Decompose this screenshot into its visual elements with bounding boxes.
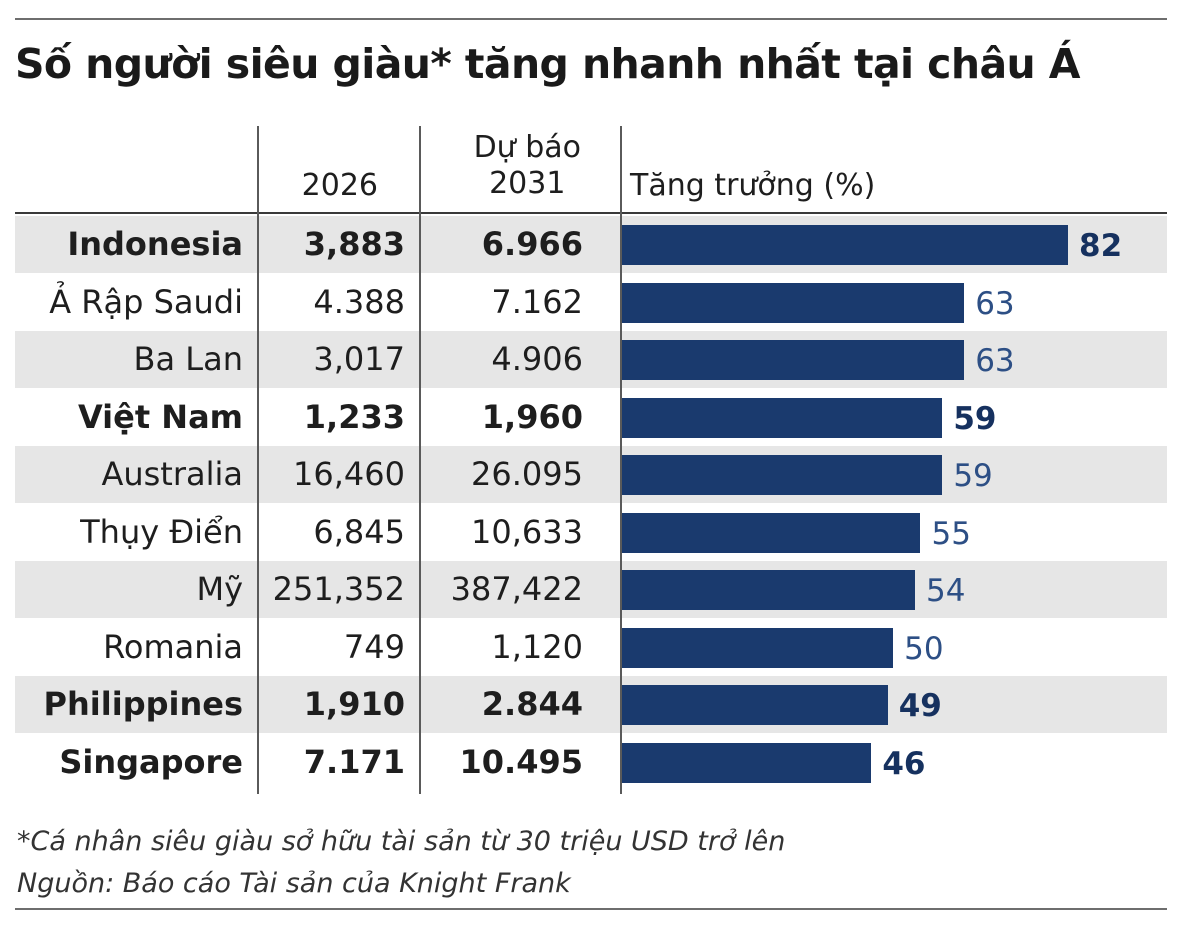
country-label: Ba Lan (133, 340, 243, 378)
value-2031: 1,120 (491, 627, 583, 666)
growth-bar (620, 742, 872, 783)
source-note: Nguồn: Báo cáo Tài sản của Knight Frank (17, 868, 571, 899)
column-divider-3 (620, 126, 622, 794)
header-2026: 2026 (301, 168, 378, 203)
growth-value-label: 82 (1079, 228, 1123, 264)
growth-bar (620, 397, 943, 438)
growth-bar (620, 512, 921, 553)
value-2031: 10.495 (459, 742, 583, 781)
row-band (15, 561, 1167, 618)
country-label: Philippines (43, 685, 243, 723)
value-2026: 3,883 (303, 225, 405, 263)
value-2026: 1,910 (303, 685, 405, 723)
growth-value-label: 55 (931, 515, 971, 552)
bottom-rule (15, 908, 1167, 910)
value-2031: 26.095 (471, 455, 583, 493)
growth-value-label: 49 (898, 688, 942, 724)
value-2031: 4.906 (491, 340, 583, 378)
value-2031: 7.162 (491, 282, 583, 321)
country-label: Indonesia (67, 225, 243, 263)
value-2026: 1,233 (303, 397, 405, 436)
top-rule (15, 18, 1167, 20)
chart-title: Số người siêu giàu* tăng nhanh nhất tại … (15, 40, 1081, 88)
growth-bar (620, 685, 888, 725)
country-label: Ả Rập Saudi (49, 282, 243, 321)
country-label: Việt Nam (77, 397, 243, 436)
country-label: Singapore (59, 742, 243, 781)
country-label: Romania (103, 627, 243, 666)
growth-value-label: 59 (953, 400, 997, 437)
header-2031: Dự báo 2031 (474, 130, 581, 202)
column-divider-2 (419, 126, 421, 794)
column-divider-1 (257, 126, 259, 794)
growth-bar (620, 627, 894, 668)
growth-value-label: 63 (975, 285, 1015, 322)
growth-bar (620, 570, 916, 610)
value-2026: 7.171 (303, 742, 405, 781)
row-band (15, 331, 1167, 388)
value-2026: 6,845 (313, 512, 405, 551)
growth-bar (620, 225, 1068, 265)
value-2031: 387,422 (450, 570, 583, 608)
country-label: Thụy Điển (80, 512, 243, 551)
row-band (15, 446, 1167, 503)
header-growth: Tăng trưởng (%) (630, 168, 876, 203)
growth-bar (620, 282, 965, 323)
country-label: Australia (101, 455, 243, 493)
header-2031-line2: 2031 (489, 166, 566, 201)
country-label: Mỹ (196, 570, 243, 608)
value-2026: 16,460 (293, 455, 405, 493)
value-2026: 4.388 (313, 282, 405, 321)
growth-bar (620, 455, 943, 495)
header-rule (15, 212, 1167, 214)
value-2031: 2.844 (481, 685, 583, 723)
row-band (15, 676, 1167, 733)
value-2031: 10,633 (471, 512, 583, 551)
growth-value-label: 54 (926, 573, 966, 609)
growth-value-label: 50 (904, 630, 944, 667)
value-2031: 1,960 (481, 397, 583, 436)
value-2026: 749 (343, 627, 405, 666)
value-2026: 251,352 (272, 570, 405, 608)
growth-value-label: 46 (882, 745, 926, 782)
value-2026: 3,017 (313, 340, 405, 378)
growth-value-label: 59 (953, 458, 993, 494)
value-2031: 6.966 (481, 225, 583, 263)
growth-value-label: 63 (975, 343, 1015, 379)
growth-bar (620, 340, 965, 380)
footnote: *Cá nhân siêu giàu sở hữu tài sản từ 30 … (17, 826, 786, 857)
header-2031-line1: Dự báo (473, 130, 581, 165)
